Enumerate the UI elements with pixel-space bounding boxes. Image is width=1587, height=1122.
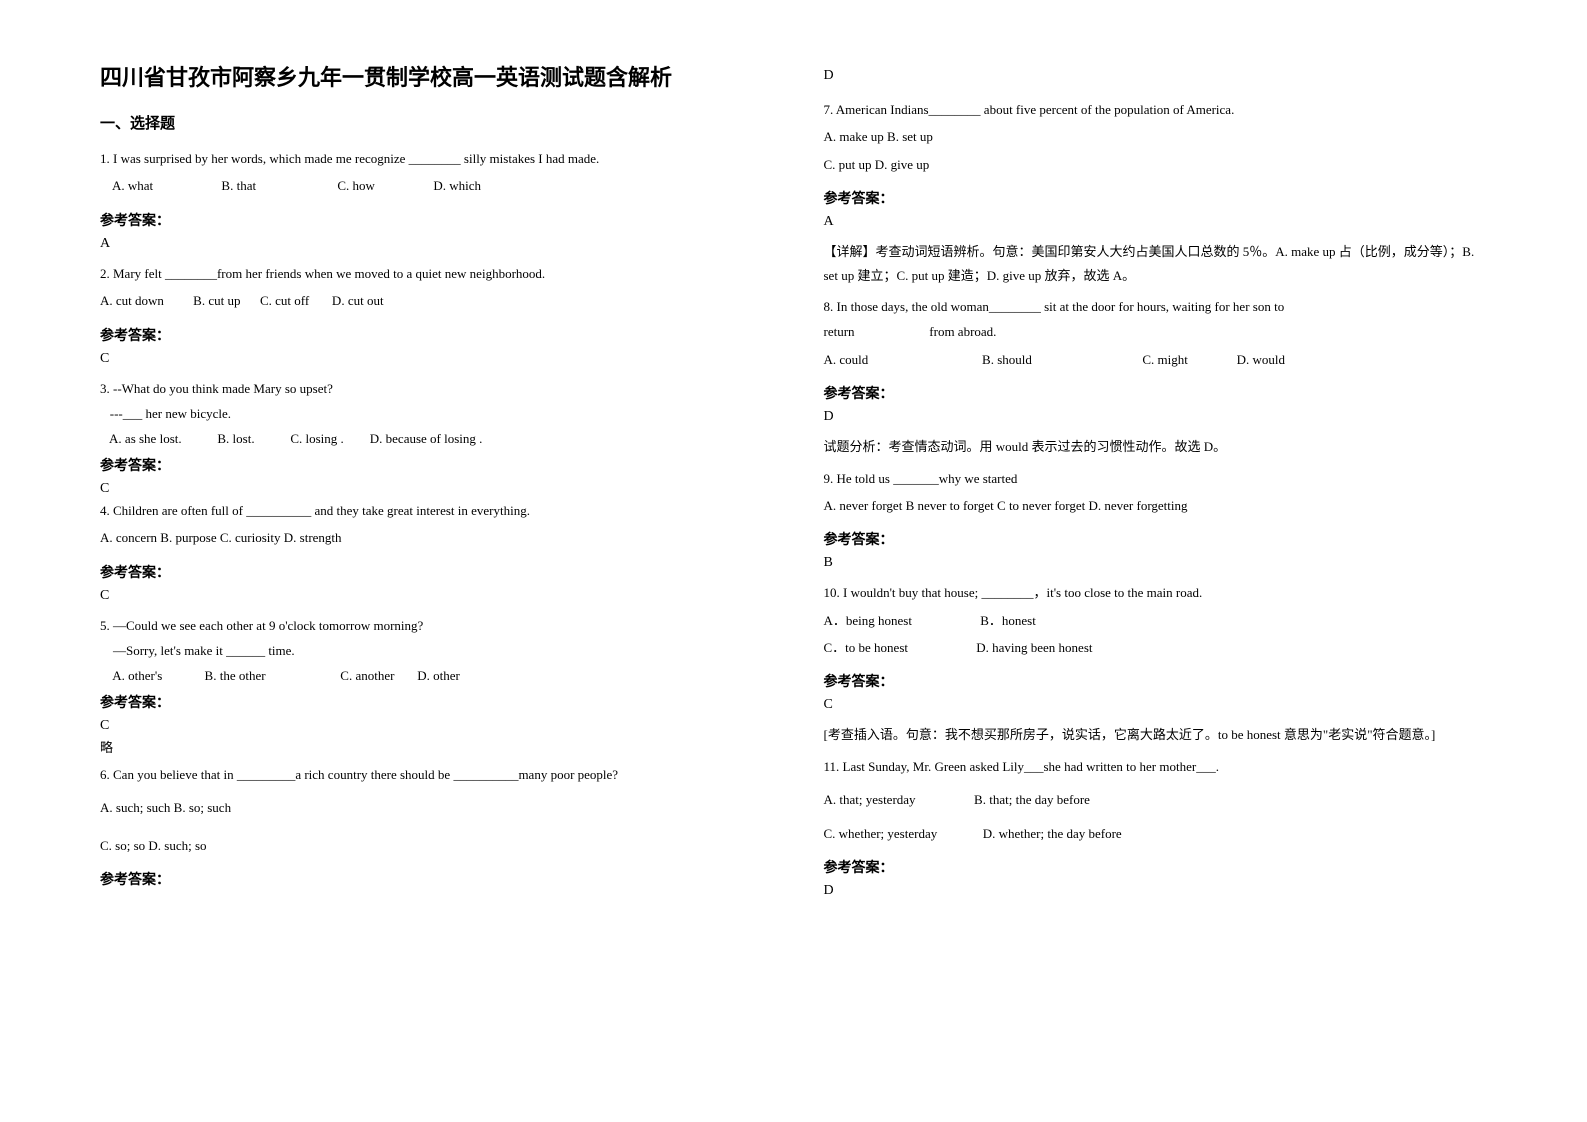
- q4-opts: A. concern B. purpose C. curiosity D. st…: [100, 526, 764, 549]
- q11-opts1: A. that; yesterday B. that; the day befo…: [824, 788, 1488, 811]
- answer-label: 参考答案：: [824, 857, 1488, 877]
- q3-l2: ---___ her new bicycle.: [100, 402, 764, 425]
- q6-opts2: C. so; so D. such; so: [100, 834, 764, 857]
- answer-label: 参考答案：: [100, 455, 764, 475]
- q5-omit: 略: [100, 736, 764, 759]
- q10-opts2: C．to be honest D. having been honest: [824, 636, 1488, 659]
- q8-exp: 试题分析：考查情态动词。用 would 表示过去的习惯性动作。故选 D。: [824, 435, 1488, 458]
- q8-l1: 8. In those days, the old woman________ …: [824, 295, 1488, 318]
- q8-opts: A. could B. should C. might D. would: [824, 348, 1488, 371]
- page-title: 四川省甘孜市阿察乡九年一贯制学校高一英语测试题含解析: [100, 60, 764, 92]
- q2-opts: A. cut down B. cut up C. cut off D. cut …: [100, 289, 764, 312]
- left-column: 四川省甘孜市阿察乡九年一贯制学校高一英语测试题含解析 一、选择题 1. I wa…: [100, 60, 764, 1082]
- q1-ans: A: [100, 236, 764, 252]
- q2-text: 2. Mary felt ________from her friends wh…: [100, 262, 764, 285]
- answer-label: 参考答案：: [100, 210, 764, 230]
- answer-label: 参考答案：: [100, 325, 764, 345]
- q7-opts1: A. make up B. set up: [824, 125, 1488, 148]
- right-column: D 7. American Indians________ about five…: [824, 60, 1488, 1082]
- q10-exp: [考查插入语。句意：我不想买那所房子，说实话，它离大路太近了。to be hon…: [824, 723, 1488, 746]
- q11-ans: D: [824, 883, 1488, 899]
- q8-l2: return from abroad.: [824, 320, 1488, 343]
- q7-text: 7. American Indians________ about five p…: [824, 98, 1488, 121]
- q3-opts: A. as she lost. B. lost. C. losing . D. …: [100, 427, 764, 450]
- q9-opts: A. never forget B never to forget C to n…: [824, 494, 1488, 517]
- q6-text: 6. Can you believe that in _________a ri…: [100, 763, 764, 786]
- q11-opts2: C. whether; yesterday D. whether; the da…: [824, 822, 1488, 845]
- section-header: 一、选择题: [100, 112, 764, 133]
- q5-l1: 5. —Could we see each other at 9 o'clock…: [100, 614, 764, 637]
- q11-text: 11. Last Sunday, Mr. Green asked Lily___…: [824, 755, 1488, 778]
- q5-l2: —Sorry, let's make it ______ time.: [100, 639, 764, 662]
- q1-opts: A. what B. that C. how D. which: [112, 174, 764, 197]
- q7-opts2: C. put up D. give up: [824, 153, 1488, 176]
- q10-ans: C: [824, 697, 1488, 713]
- q6-opts: A. such; such B. so; such: [100, 796, 764, 819]
- q5-opts: A. other's B. the other C. another D. ot…: [100, 664, 764, 687]
- answer-label: 参考答案：: [100, 562, 764, 582]
- q9-ans: B: [824, 555, 1488, 571]
- answer-label: 参考答案：: [824, 671, 1488, 691]
- q7-ans: A: [824, 214, 1488, 230]
- q7-exp: 【详解】考查动词短语辨析。句意：美国印第安人大约占美国人口总数的 5％。A. m…: [824, 240, 1488, 287]
- q5-ans: C: [100, 718, 764, 734]
- answer-label: 参考答案：: [100, 692, 764, 712]
- q9-text: 9. He told us _______why we started: [824, 467, 1488, 490]
- answer-label: 参考答案：: [100, 869, 764, 889]
- q2-ans: C: [100, 351, 764, 367]
- q4-ans: C: [100, 588, 764, 604]
- q6-ans: D: [824, 68, 1488, 84]
- q10-text: 10. I wouldn't buy that house; ________，…: [824, 581, 1488, 604]
- q1-text: 1. I was surprised by her words, which m…: [100, 147, 764, 170]
- q10-opts1: A．being honest B．honest: [824, 609, 1488, 632]
- answer-label: 参考答案：: [824, 383, 1488, 403]
- q4-text: 4. Children are often full of __________…: [100, 499, 764, 522]
- answer-label: 参考答案：: [824, 529, 1488, 549]
- q3-ans: C: [100, 481, 764, 497]
- q8-ans: D: [824, 409, 1488, 425]
- q3-l1: 3. --What do you think made Mary so upse…: [100, 377, 764, 400]
- answer-label: 参考答案：: [824, 188, 1488, 208]
